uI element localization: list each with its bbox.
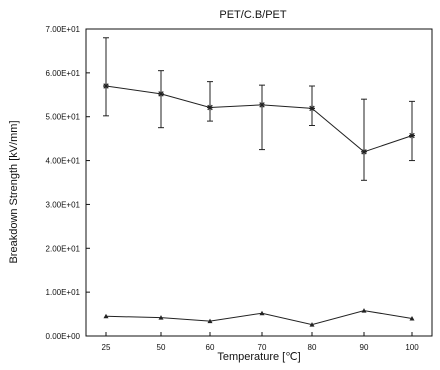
y-axis-ticks: 0.00E+00 1.00E+01 2.00E+01 3.00E+01 4.00E+01… <box>46 25 90 341</box>
x-tick-label: 90 <box>360 343 369 352</box>
data-point-asterisk <box>103 83 109 90</box>
y-tick-label: 0.00E+00 <box>46 332 81 341</box>
data-point-asterisk <box>409 132 415 139</box>
x-tick-label: 50 <box>157 343 166 352</box>
data-point-triangle <box>207 318 213 324</box>
data-point-triangle <box>103 313 109 319</box>
series-layer <box>103 37 415 327</box>
x-tick-label: 60 <box>206 343 215 352</box>
data-point-triangle <box>361 308 367 313</box>
data-point-triangle <box>309 322 315 327</box>
y-tick-label: 2.00E+01 <box>46 244 81 253</box>
series-2 <box>103 308 415 327</box>
data-point-asterisk <box>259 101 265 108</box>
data-point-asterisk <box>309 105 315 112</box>
series-line <box>105 85 413 153</box>
x-tick-label: 25 <box>102 343 111 352</box>
chart-title: PET/C.B/PET <box>219 9 287 21</box>
y-axis-title: Breakdown Strength [kV/mm] <box>8 120 20 263</box>
y-tick-label: 4.00E+01 <box>46 157 81 166</box>
y-tick-label: 1.00E+01 <box>46 288 81 297</box>
series-line <box>105 310 413 326</box>
y-tick-label: 7.00E+01 <box>46 25 81 34</box>
x-tick-label: 100 <box>405 343 419 352</box>
x-axis-ticks: 25 50 60 70 80 90 100 <box>102 332 419 352</box>
data-point-asterisk <box>158 90 164 97</box>
data-point-triangle <box>409 315 415 321</box>
y-tick-label: 3.00E+01 <box>46 200 81 209</box>
y-tick-label: 5.00E+01 <box>46 113 81 122</box>
series-1 <box>103 37 415 181</box>
x-tick-label: 70 <box>258 343 267 352</box>
data-point-triangle <box>158 315 164 320</box>
plot-area-frame <box>85 28 433 337</box>
data-point-triangle <box>259 310 265 316</box>
x-axis-title: Temperature [℃] <box>217 351 300 363</box>
data-point-asterisk <box>361 148 367 155</box>
y-tick-label: 6.00E+01 <box>46 69 81 78</box>
x-tick-label: 80 <box>308 343 317 352</box>
data-point-asterisk <box>207 104 213 111</box>
